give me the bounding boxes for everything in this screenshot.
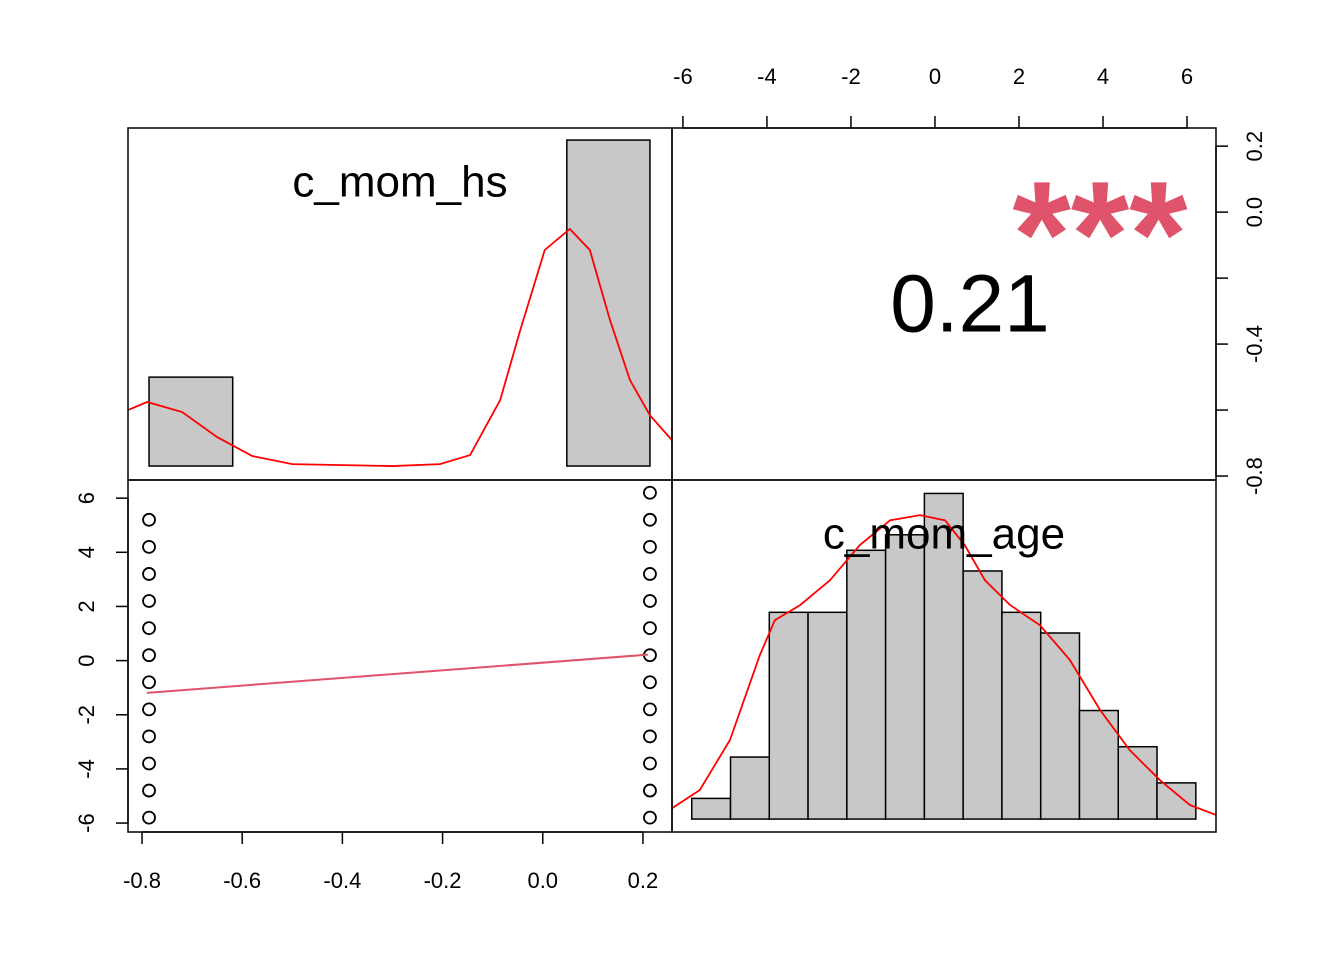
x-tick-label: -0.8 bbox=[123, 868, 161, 893]
bar bbox=[1078, 709, 1119, 820]
panel-title: c_mom_hs bbox=[292, 158, 507, 207]
point bbox=[142, 621, 156, 636]
point bbox=[643, 729, 657, 744]
bar bbox=[884, 534, 926, 820]
x-tick-label: 0.0 bbox=[527, 868, 558, 893]
fit-line bbox=[146, 653, 649, 694]
y-tick-label: 0.0 bbox=[1242, 197, 1267, 228]
bar bbox=[690, 797, 732, 820]
point bbox=[142, 648, 156, 663]
panel-frame bbox=[671, 479, 1217, 833]
panel-title: c_mom_age bbox=[823, 510, 1065, 559]
bar bbox=[807, 611, 848, 820]
point bbox=[142, 512, 156, 527]
bar bbox=[1156, 782, 1197, 820]
x-tick-label: 4 bbox=[1097, 64, 1109, 89]
point bbox=[142, 810, 156, 825]
x-tick-label: 6 bbox=[1181, 64, 1193, 89]
point bbox=[643, 702, 657, 717]
density-curve bbox=[127, 227, 673, 467]
point bbox=[643, 594, 657, 608]
y-tick-label: -6 bbox=[74, 813, 99, 833]
x-tick-label: -0.6 bbox=[223, 868, 261, 893]
point bbox=[643, 621, 657, 636]
density-curve bbox=[671, 514, 1217, 816]
point bbox=[142, 756, 156, 771]
correlation-value: 0.21 bbox=[890, 259, 1050, 350]
point bbox=[643, 512, 657, 527]
x-tick-label: -0.4 bbox=[323, 868, 361, 893]
bar bbox=[729, 756, 771, 820]
bar bbox=[566, 139, 651, 467]
y-tick-label: -4 bbox=[74, 759, 99, 779]
y-tick-label: -2 bbox=[74, 705, 99, 725]
bar bbox=[962, 570, 1003, 820]
point bbox=[142, 567, 156, 581]
y-tick-label: 0 bbox=[74, 654, 99, 666]
x-tick-label: 0 bbox=[929, 64, 941, 89]
x-tick-label: 2 bbox=[1013, 64, 1025, 89]
y-tick-label: -0.4 bbox=[1242, 325, 1267, 363]
point bbox=[643, 756, 657, 771]
point bbox=[643, 567, 657, 581]
bar bbox=[846, 549, 887, 820]
point bbox=[643, 539, 657, 554]
point bbox=[142, 539, 156, 554]
point bbox=[643, 783, 657, 798]
point bbox=[643, 675, 657, 690]
point bbox=[142, 783, 156, 798]
point bbox=[142, 729, 156, 744]
y-tick-label: 6 bbox=[74, 492, 99, 504]
significance-stars: *** bbox=[1012, 150, 1188, 318]
y-tick-label: 2 bbox=[74, 600, 99, 612]
point bbox=[142, 702, 156, 717]
point bbox=[142, 594, 156, 608]
x-tick-label: -4 bbox=[757, 64, 777, 89]
bar bbox=[923, 492, 964, 820]
x-tick-label: -2 bbox=[841, 64, 861, 89]
point bbox=[643, 810, 657, 825]
x-tick-label: -6 bbox=[673, 64, 693, 89]
y-tick-label: 0.2 bbox=[1242, 131, 1267, 162]
x-tick-label: 0.2 bbox=[628, 868, 659, 893]
bar bbox=[1001, 611, 1042, 820]
point bbox=[643, 485, 657, 500]
bar bbox=[148, 376, 234, 467]
y-tick-label: 4 bbox=[74, 546, 99, 558]
y-tick-label: -0.8 bbox=[1242, 457, 1267, 495]
bar bbox=[1039, 632, 1081, 820]
point bbox=[142, 675, 156, 690]
bar bbox=[768, 611, 809, 820]
x-tick-label: -0.2 bbox=[424, 868, 462, 893]
